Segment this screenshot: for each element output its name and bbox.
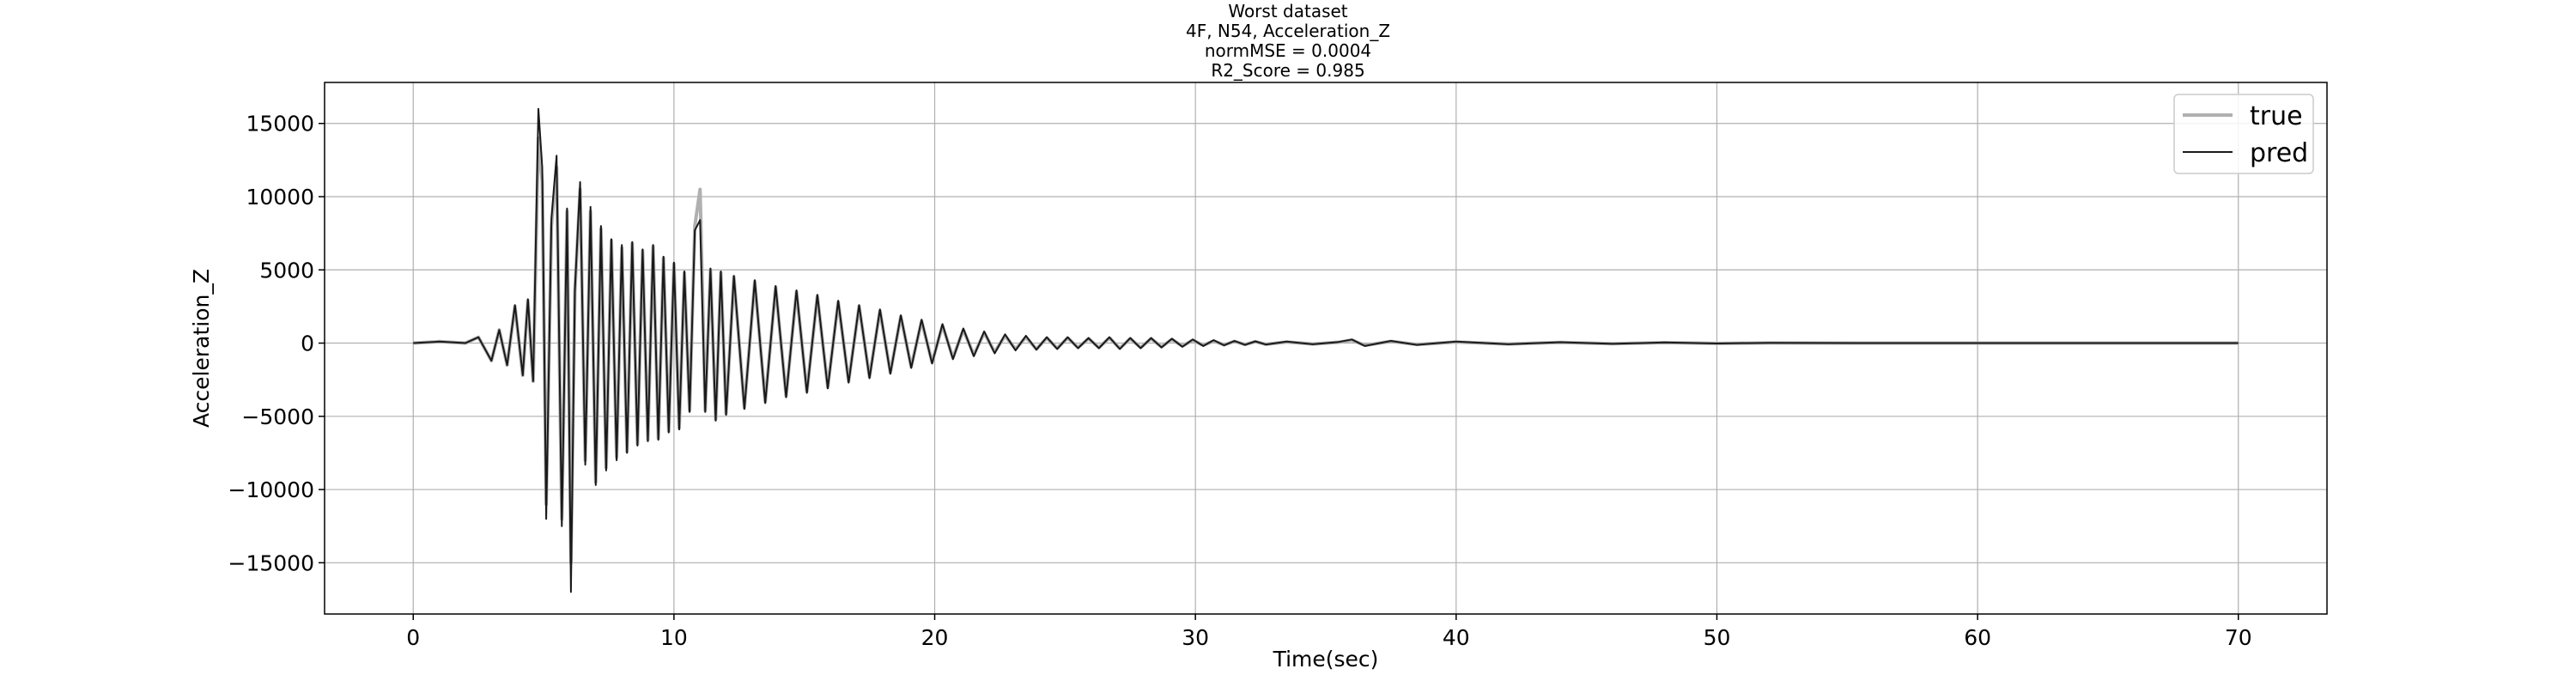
y-tick-label: 0	[301, 331, 314, 356]
y-tick-label: −10000	[228, 477, 314, 502]
x-axis-label: Time(sec)	[1273, 647, 1379, 672]
x-tick-label: 20	[921, 625, 949, 650]
chart-title-line-2: 4F, N54, Acceleration_Z	[1185, 21, 1391, 41]
x-tick-label: 10	[660, 625, 688, 650]
y-axis-label: Acceleration_Z	[189, 269, 214, 428]
x-tick-label: 50	[1704, 625, 1731, 650]
y-tick-label: −5000	[241, 404, 314, 429]
x-tick-label: 0	[406, 625, 420, 650]
legend: true pred	[2173, 94, 2314, 174]
x-tick-label: 60	[1964, 625, 1991, 650]
x-tick-label: 30	[1182, 625, 1209, 650]
chart-title-line-4: R2_Score = 0.985	[1211, 60, 1365, 81]
x-tick-label: 40	[1443, 625, 1470, 650]
series-layer	[413, 107, 2239, 593]
chart-title-line-3: normMSE = 0.0004	[1204, 40, 1372, 61]
axes-frame	[324, 82, 2328, 615]
series-line-pred	[413, 107, 2239, 593]
ticks: 0 10 20 30 40 50 60 70 −15000 −10000 −5000 0 5000 100…	[228, 112, 2252, 650]
chart-title-line-1: Worst dataset	[1228, 1, 1348, 21]
y-tick-label: 10000	[246, 185, 314, 210]
y-tick-label: 15000	[246, 112, 314, 137]
legend-label-pred: pred	[2250, 138, 2308, 168]
y-tick-label: −15000	[228, 550, 314, 575]
x-tick-label: 70	[2225, 625, 2252, 650]
legend-label-true: true	[2250, 101, 2303, 131]
y-tick-label: 5000	[259, 258, 314, 283]
